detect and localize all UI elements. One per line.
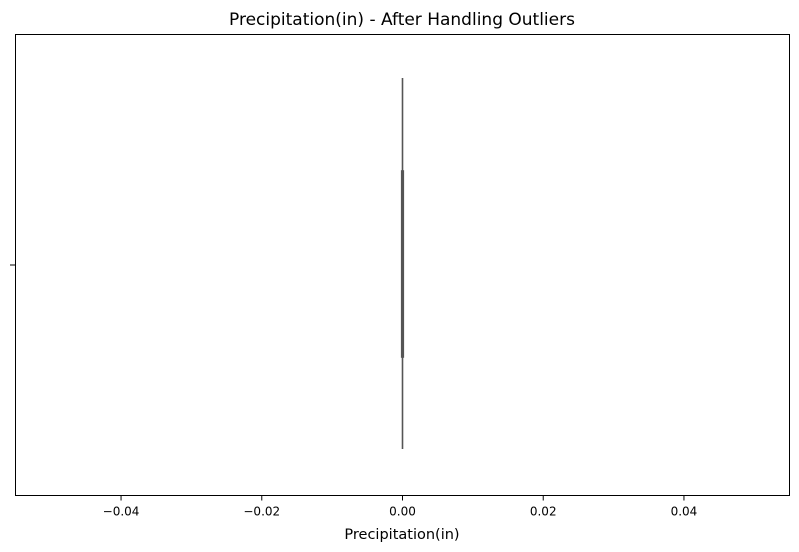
chart-title: Precipitation(in) - After Handling Outli… xyxy=(229,10,575,30)
box-plot xyxy=(400,78,405,449)
x-tick-label: −0.04 xyxy=(103,505,140,519)
x-axis-label: Precipitation(in) xyxy=(344,527,459,543)
x-tick-label: 0.02 xyxy=(530,505,557,519)
x-tick-label: −0.02 xyxy=(243,505,280,519)
x-tick-label: 0.04 xyxy=(671,505,698,519)
x-tick-label: 0.00 xyxy=(389,505,416,519)
x-axis-ticks: −0.04 −0.02 0.00 0.02 0.04 xyxy=(103,495,698,519)
